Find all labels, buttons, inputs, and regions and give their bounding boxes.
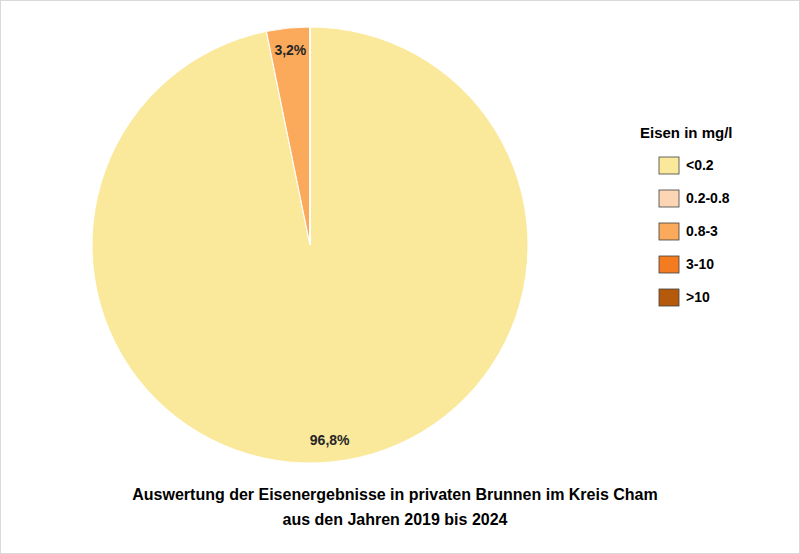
legend-swatch: [659, 157, 679, 174]
legend: Eisen in mg/l <0.2 0.2-0.8 0.8-3 3-10 >10: [640, 124, 733, 306]
legend-label: 0.2-0.8: [686, 190, 730, 206]
legend-label: <0.2: [686, 157, 714, 173]
legend-swatch: [659, 256, 679, 273]
legend-title: Eisen in mg/l: [640, 124, 733, 141]
data-label: 3,2%: [274, 42, 306, 58]
legend-swatch: [659, 289, 679, 306]
pie-slice: [92, 27, 528, 463]
pie: [92, 27, 528, 463]
legend-swatch: [659, 190, 679, 207]
frame: [1, 1, 800, 554]
pie-slice: [310, 27, 311, 245]
title: Auswertung der Eisenergebnisse in privat…: [132, 486, 657, 528]
legend-label: 0.8-3: [686, 223, 718, 239]
legend-swatch: [659, 223, 679, 240]
pie-slice: [266, 27, 310, 245]
legend-label: 3-10: [686, 256, 714, 272]
chart: 96,8% 3,2% Eisen in mg/l <0.2 0.2-0.8 0.8-3 3-…: [0, 0, 800, 554]
data-label: 96,8%: [310, 432, 350, 448]
data-labels: 96,8% 3,2%: [274, 42, 350, 448]
legend-label: >10: [686, 289, 710, 305]
pie-slice: [310, 27, 311, 245]
